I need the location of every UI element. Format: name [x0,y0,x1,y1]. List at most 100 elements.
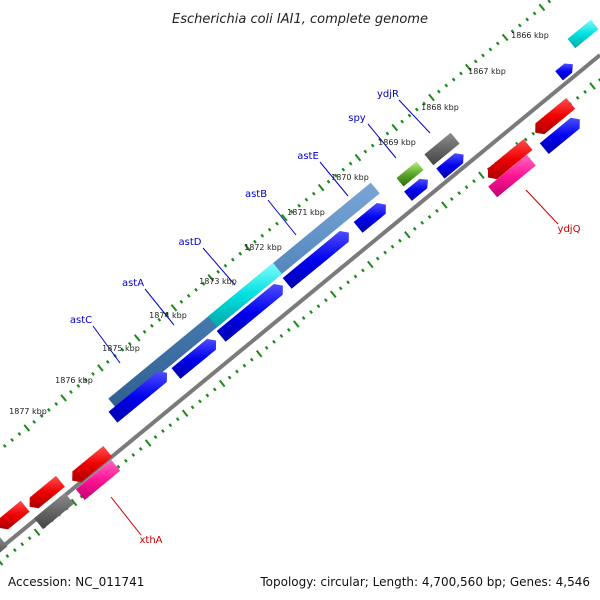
inner-tick [20,542,25,547]
outer-tick [326,179,331,184]
outer-tick [400,119,404,124]
edge-gray-block [0,537,8,553]
outer-tick [363,149,368,154]
outer-tick [422,101,427,106]
outer-tick [444,83,449,88]
outer-tick [60,394,67,402]
ydjR-gray-block [424,132,460,166]
inner-tick [575,95,580,100]
outer-tick [275,221,279,226]
inner-tick [412,226,417,231]
inner-tick [255,350,263,358]
inner-tick [190,405,195,410]
outer-tick [54,401,59,406]
outer-tick [538,3,546,12]
outer-tick [186,293,191,298]
inner-tick [361,268,365,273]
gene-label-leader [144,288,175,326]
outer-tick [525,17,530,22]
gene-fwd-astB [282,231,349,289]
tick-label: 1872 kbp [244,243,282,252]
outer-tick [488,47,493,52]
outer-tick [385,131,390,136]
inner-tick [531,131,536,136]
outer-tick [501,33,509,42]
gene-fwd-astE [353,203,386,233]
rna-xthA [75,460,121,500]
outer-tick [2,444,7,448]
feature-track [0,19,599,553]
tick-label: 1866 kbp [511,31,549,40]
outer-tick [473,59,478,64]
inner-tick [212,387,217,392]
outer-tick [69,389,73,394]
outer-tick [451,77,456,82]
outer-tick-ring [2,0,552,448]
map-title: Escherichia coli IAI1, complete genome [172,12,428,27]
outer-tick [91,371,95,376]
outer-tick [253,239,257,244]
outer-tick [133,334,141,342]
outer-tick [281,213,288,222]
outer-tick [495,41,500,46]
inner-tick [272,339,276,344]
inner-tick [301,316,306,321]
tick-label: 1867 kbp [468,67,506,76]
outer-tick [201,281,206,286]
gene-label-leader [267,199,297,236]
inner-tick [329,290,337,299]
inner-tick [367,260,374,269]
outer-tick [39,414,44,418]
outer-tick [334,173,338,178]
gene-label: ydjR [377,89,399,100]
gene-rev-xthA [72,446,113,483]
inner-tick [242,363,247,368]
outer-tick [10,438,14,442]
gene-label: ydjQ [558,224,581,235]
outer-tick [378,137,382,142]
outer-tick [260,233,265,238]
inner-tick [131,452,136,457]
tick-label: 1870 kbp [331,173,369,182]
inner-tick [0,560,4,566]
outer-tick [150,323,154,328]
inner-tick [390,244,395,249]
tick-label: 1868 kbp [421,103,459,112]
inner-tick [5,554,10,558]
outer-tick [304,197,309,202]
outer-tick [317,183,325,192]
inner-tick [168,423,173,428]
inner-tick [420,220,425,225]
inner-tick [33,528,41,536]
outer-tick [127,341,132,346]
rna-ydjQ [488,154,536,198]
outer-tick [32,420,37,424]
outer-tick [547,0,552,4]
gene-label: astB [245,189,267,200]
inner-tick [457,191,462,196]
gene-label: astD [179,237,202,248]
outer-tick [216,269,220,274]
outer-tick [437,89,441,94]
gene-label-leader [92,325,121,364]
outer-tick [97,364,104,372]
outer-tick [289,209,294,214]
inner-tick [144,439,152,447]
inner-tick [175,417,180,422]
outer-tick [532,11,537,16]
gene-fwd-top [555,63,573,81]
accession-text: Accession: NC_011741 [8,575,144,589]
outer-tick [414,107,419,112]
outer-tick [194,287,198,292]
inner-tick [235,369,239,374]
outer-tick [157,317,162,322]
outer-tick [465,63,472,72]
outer-tick [120,347,125,352]
inner-tick [338,286,343,291]
gene-fwd-astD [216,284,283,342]
gene-label-leaders [92,99,559,536]
gene-rev-edge [0,500,30,530]
outer-tick [354,153,362,162]
inner-tick [27,536,32,541]
outer-tick [370,143,375,148]
